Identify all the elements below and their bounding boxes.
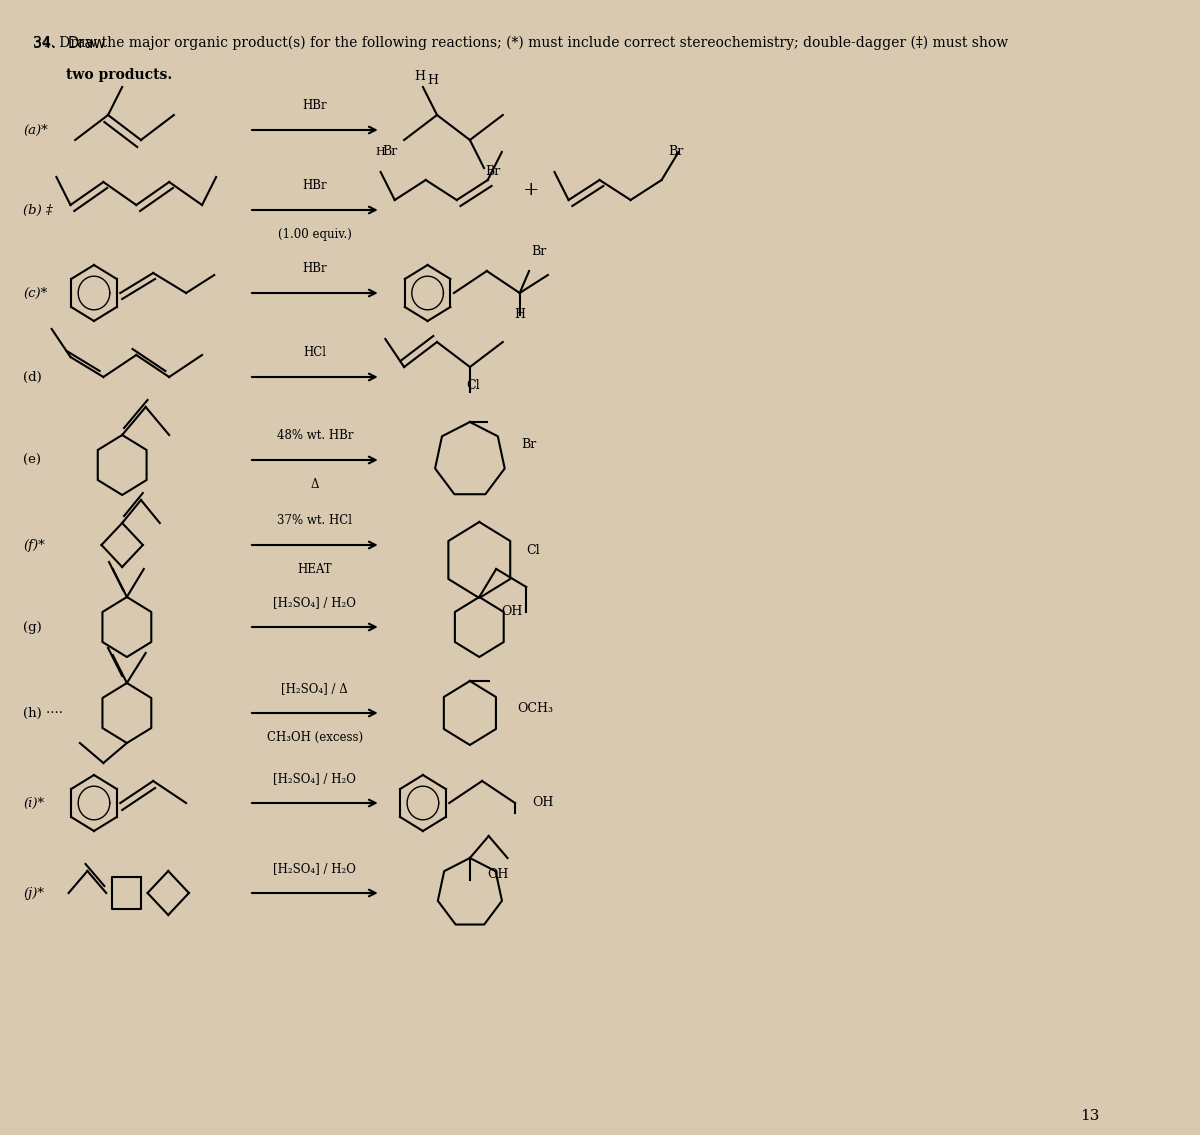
Text: [H₂SO₄] / Δ: [H₂SO₄] / Δ bbox=[282, 682, 348, 695]
Text: (c)*: (c)* bbox=[24, 286, 48, 300]
Text: (j)*: (j)* bbox=[24, 886, 44, 900]
Text: OH: OH bbox=[502, 605, 523, 617]
Text: 13: 13 bbox=[1080, 1109, 1099, 1123]
Text: Br: Br bbox=[522, 438, 536, 452]
Text: (a)*: (a)* bbox=[24, 124, 48, 136]
Text: HCl: HCl bbox=[304, 346, 326, 359]
Text: OH: OH bbox=[487, 868, 509, 881]
Text: H: H bbox=[515, 308, 526, 321]
Text: (b) ‡: (b) ‡ bbox=[24, 203, 53, 217]
Text: H: H bbox=[414, 70, 426, 83]
Text: Br: Br bbox=[383, 145, 397, 158]
Text: Δ: Δ bbox=[311, 478, 319, 491]
Text: (i)*: (i)* bbox=[24, 797, 44, 809]
Text: HBr: HBr bbox=[302, 99, 328, 112]
Text: OH: OH bbox=[532, 797, 553, 809]
Text: two products.: two products. bbox=[66, 68, 172, 82]
Text: 34. Draw the major organic product(s) for the following reactions; (*) must incl: 34. Draw the major organic product(s) fo… bbox=[32, 36, 1008, 50]
Text: (d): (d) bbox=[24, 370, 42, 384]
Text: HEAT: HEAT bbox=[298, 563, 332, 575]
Text: (1.00 equiv.): (1.00 equiv.) bbox=[278, 228, 352, 241]
Text: +: + bbox=[523, 180, 539, 199]
Text: (e): (e) bbox=[24, 454, 42, 466]
Text: H: H bbox=[427, 74, 438, 86]
Text: Br: Br bbox=[530, 245, 546, 258]
Text: HBr: HBr bbox=[302, 179, 328, 192]
Text: CH₃OH (excess): CH₃OH (excess) bbox=[266, 731, 362, 745]
Text: Cl: Cl bbox=[466, 379, 480, 392]
Text: Cl: Cl bbox=[527, 544, 540, 556]
Text: (h) ····: (h) ···· bbox=[24, 706, 64, 720]
Text: 34.: 34. bbox=[32, 35, 61, 50]
Text: [H₂SO₄] / H₂O: [H₂SO₄] / H₂O bbox=[274, 861, 356, 875]
Text: [H₂SO₄] / H₂O: [H₂SO₄] / H₂O bbox=[274, 596, 356, 609]
Text: Draw: Draw bbox=[67, 35, 106, 50]
Text: HBr: HBr bbox=[302, 262, 328, 275]
Text: OCH₃: OCH₃ bbox=[517, 701, 553, 715]
Text: [H₂SO₄] / H₂O: [H₂SO₄] / H₂O bbox=[274, 772, 356, 785]
Text: Br: Br bbox=[668, 145, 683, 158]
Text: H: H bbox=[376, 148, 385, 157]
Text: (g): (g) bbox=[24, 621, 42, 633]
Text: (f)*: (f)* bbox=[24, 538, 46, 552]
Text: 48% wt. HBr: 48% wt. HBr bbox=[276, 429, 353, 442]
Text: 37% wt. HCl: 37% wt. HCl bbox=[277, 514, 353, 527]
Text: Br: Br bbox=[486, 165, 502, 178]
